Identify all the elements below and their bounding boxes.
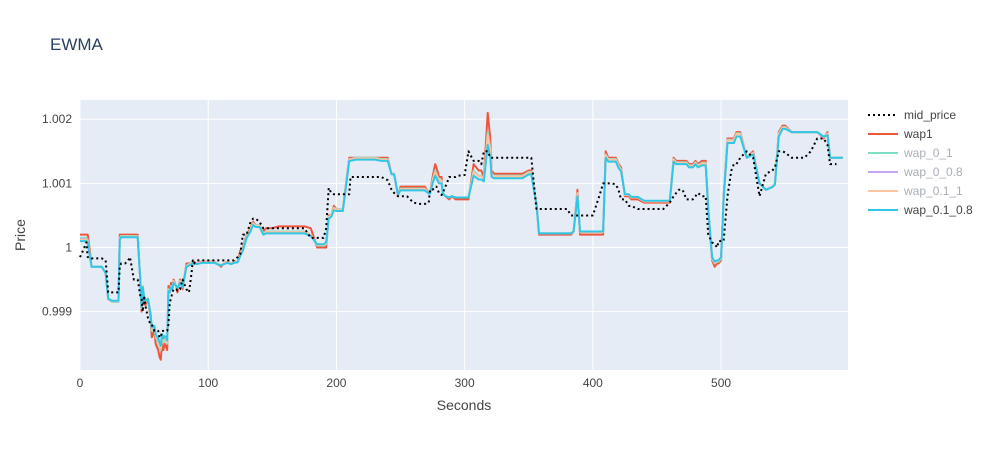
- grid-lines: [79, 100, 848, 370]
- x-axis-ticks: 0 100 200 300 400 500: [77, 376, 732, 390]
- series-layer: [79, 111, 843, 361]
- legend-item-wap-0-1-0-8[interactable]: wap_0.1_0.8: [868, 203, 973, 217]
- legend-item-wap1[interactable]: wap1: [868, 127, 933, 141]
- legend-label: wap_0.1_1: [903, 184, 963, 198]
- legend-label: mid_price: [904, 108, 956, 122]
- x-axis-title: Seconds: [437, 397, 491, 413]
- legend-item-mid-price[interactable]: mid_price: [868, 108, 956, 122]
- y-axis-title: Price: [12, 219, 28, 251]
- legend-label: wap_0.1_0.8: [903, 203, 973, 217]
- y-tick-label: 1.002: [42, 112, 72, 126]
- chart-title: EWMA: [50, 35, 104, 54]
- legend-item-wap-0-1-1[interactable]: wap_0.1_1: [868, 184, 963, 198]
- x-tick-label: 300: [455, 376, 475, 390]
- x-tick-label: 100: [198, 376, 218, 390]
- legend-item-wap-0-1[interactable]: wap_0_1: [868, 146, 953, 160]
- y-axis-ticks: 0.999 1 1.001 1.002: [42, 112, 72, 318]
- legend[interactable]: mid_price wap1 wap_0_1 wap_0_0.8 wap_0.1_1wa…: [868, 108, 973, 217]
- legend-label: wap_0_1: [903, 146, 953, 160]
- x-tick-label: 0: [77, 376, 84, 390]
- legend-label: wap_0_0.8: [903, 165, 963, 179]
- y-tick-label: 1: [65, 241, 72, 255]
- legend-label: wap1: [903, 127, 933, 141]
- x-tick-label: 400: [583, 376, 603, 390]
- y-tick-label: 0.999: [42, 305, 72, 319]
- legend-item-wap-0-0-8[interactable]: wap_0_0.8: [868, 165, 963, 179]
- x-tick-label: 500: [711, 376, 731, 390]
- series-line-wap-0-1-0-8: [80, 127, 843, 347]
- x-tick-label: 200: [326, 376, 346, 390]
- y-tick-label: 1.001: [42, 176, 72, 190]
